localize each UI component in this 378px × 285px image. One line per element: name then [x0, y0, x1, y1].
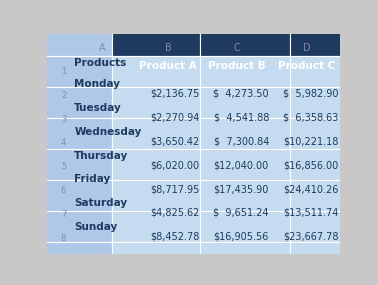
- Bar: [290, 180, 378, 211]
- Text: 2: 2: [61, 91, 66, 100]
- Text: $4,825.62: $4,825.62: [150, 208, 199, 218]
- Bar: [112, 10, 200, 26]
- Text: 1: 1: [61, 67, 66, 76]
- Bar: [30, 56, 112, 87]
- Bar: [30, 180, 112, 211]
- Bar: [200, 26, 290, 56]
- Bar: [200, 10, 290, 26]
- Bar: [290, 118, 378, 149]
- Text: $17,435.90: $17,435.90: [214, 184, 269, 194]
- Text: $  7,300.84: $ 7,300.84: [214, 136, 269, 146]
- Bar: [200, 56, 290, 87]
- Text: Product B: Product B: [208, 61, 266, 71]
- Bar: [30, 211, 112, 242]
- Bar: [200, 211, 290, 242]
- Text: Wednesday: Wednesday: [74, 127, 142, 137]
- Bar: [290, 242, 378, 273]
- Text: 8: 8: [61, 234, 66, 243]
- Text: Friday: Friday: [74, 174, 111, 184]
- Text: $2,136.75: $2,136.75: [150, 89, 199, 99]
- Bar: [112, 26, 200, 56]
- Text: $  5,982.90: $ 5,982.90: [283, 89, 339, 99]
- Bar: [12, 10, 30, 26]
- Bar: [12, 180, 30, 211]
- Text: Thursday: Thursday: [74, 150, 129, 161]
- Bar: [290, 87, 378, 118]
- Text: $2,270.94: $2,270.94: [150, 112, 199, 123]
- Text: $10,221.18: $10,221.18: [283, 136, 339, 146]
- Bar: [30, 87, 112, 118]
- Text: $3,650.42: $3,650.42: [150, 136, 199, 146]
- Bar: [200, 118, 290, 149]
- Bar: [30, 242, 112, 273]
- Text: $8,452.78: $8,452.78: [150, 232, 199, 242]
- Text: $23,667.78: $23,667.78: [283, 232, 339, 242]
- Bar: [12, 26, 30, 56]
- Bar: [290, 56, 378, 87]
- Text: $  4,541.88: $ 4,541.88: [214, 112, 269, 123]
- Text: Product C: Product C: [278, 61, 336, 71]
- Text: $  6,358.63: $ 6,358.63: [283, 112, 339, 123]
- Text: Product A: Product A: [139, 61, 197, 71]
- Bar: [112, 180, 200, 211]
- Text: Products: Products: [74, 58, 127, 68]
- Text: Monday: Monday: [74, 79, 120, 89]
- Text: $12,040.00: $12,040.00: [214, 160, 269, 170]
- Bar: [290, 26, 378, 56]
- Bar: [200, 180, 290, 211]
- Polygon shape: [58, 43, 69, 53]
- Bar: [200, 242, 290, 273]
- Text: 5: 5: [61, 162, 66, 171]
- Bar: [290, 149, 378, 180]
- Text: $6,020.00: $6,020.00: [150, 160, 199, 170]
- Text: $8,717.95: $8,717.95: [150, 184, 199, 194]
- Bar: [12, 118, 30, 149]
- Bar: [112, 149, 200, 180]
- Text: $  4,273.50: $ 4,273.50: [213, 89, 269, 99]
- Text: 7: 7: [61, 210, 66, 219]
- Bar: [12, 87, 30, 118]
- Text: $16,856.00: $16,856.00: [284, 160, 339, 170]
- Text: Sunday: Sunday: [74, 222, 118, 232]
- Bar: [290, 211, 378, 242]
- Bar: [290, 10, 378, 26]
- Text: 3: 3: [61, 115, 66, 124]
- Bar: [112, 87, 200, 118]
- Bar: [112, 242, 200, 273]
- Bar: [12, 211, 30, 242]
- Bar: [112, 56, 200, 87]
- Text: 6: 6: [61, 186, 66, 195]
- Text: B: B: [165, 43, 172, 53]
- Text: Tuesday: Tuesday: [74, 103, 122, 113]
- Bar: [112, 211, 200, 242]
- Bar: [30, 26, 112, 56]
- Bar: [12, 149, 30, 180]
- Bar: [12, 56, 30, 87]
- Bar: [12, 242, 30, 273]
- Bar: [200, 149, 290, 180]
- Bar: [30, 118, 112, 149]
- Text: $13,511.74: $13,511.74: [283, 208, 339, 218]
- Text: $24,410.26: $24,410.26: [283, 184, 339, 194]
- Text: 4: 4: [61, 139, 66, 147]
- Bar: [200, 87, 290, 118]
- Bar: [112, 118, 200, 149]
- Bar: [30, 149, 112, 180]
- Text: A: A: [99, 43, 105, 53]
- Bar: [30, 10, 112, 26]
- Text: $16,905.56: $16,905.56: [214, 232, 269, 242]
- Text: $  9,651.24: $ 9,651.24: [214, 208, 269, 218]
- Text: Saturday: Saturday: [74, 198, 127, 208]
- Text: C: C: [234, 43, 240, 53]
- Text: D: D: [303, 43, 311, 53]
